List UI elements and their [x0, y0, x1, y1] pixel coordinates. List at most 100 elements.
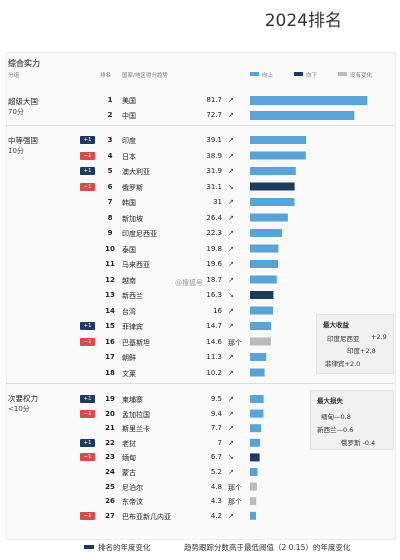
bar-3: [250, 136, 307, 144]
trend-indicator: ↗: [228, 368, 234, 377]
watermark: @搜狐号: [175, 279, 203, 287]
rank-number: 26: [105, 497, 115, 506]
score-label: 31.9: [206, 167, 222, 175]
legend-flat-swatch: [338, 72, 347, 76]
rank-number: 12: [105, 275, 115, 284]
rank-number: 7: [107, 198, 113, 206]
rank-change-badge: +1: [80, 136, 95, 144]
score-label: 4.2: [210, 511, 222, 520]
score-label: 81.7: [206, 96, 222, 104]
rank-change-badge: −1: [80, 337, 95, 346]
country-label: 柬埔寨: [122, 396, 143, 404]
country-label: 蒙古: [122, 469, 136, 477]
rank-number: 5: [107, 167, 113, 175]
country-label: 泰国: [122, 245, 136, 254]
country-label: 尼泊尔: [122, 483, 143, 492]
bar-24: [250, 468, 258, 476]
country-label: 中国: [122, 112, 136, 120]
bar-10: [250, 244, 279, 253]
losses-line: 新西兰—0.6: [317, 426, 354, 434]
trend-indicator: 那个: [228, 338, 242, 347]
trend-indicator: ↗: [228, 260, 234, 268]
rank-change-badge: +1: [80, 395, 95, 403]
rank-number: 18: [105, 368, 115, 377]
biggest-losses-title: 最大损失: [317, 397, 343, 405]
score-label: 16: [213, 306, 222, 315]
country-label: 斯里兰卡: [122, 425, 150, 434]
trend-indicator: ↗: [228, 229, 234, 237]
rank-number: 4: [107, 151, 113, 160]
rank-change-badge: −1: [80, 409, 95, 418]
country-label: 朝鲜: [122, 354, 136, 362]
bar-9: [250, 229, 282, 237]
bar-6: [250, 182, 295, 191]
gains-line: 印度尼西亚: [327, 335, 360, 343]
trend-indicator: ↗: [228, 511, 234, 520]
bar-5: [250, 167, 296, 175]
page-title: 2024排名: [264, 11, 342, 31]
score-label: 19.6: [206, 260, 222, 268]
country-label: 新加坡: [122, 214, 143, 223]
score-label: 22.3: [206, 229, 222, 237]
bar-25: [250, 482, 257, 491]
country-label: 缅甸: [122, 454, 136, 463]
trend-indicator: ↗: [228, 468, 234, 476]
bar-27: [250, 511, 256, 520]
score-label: 39.1: [206, 136, 222, 144]
rank-number: 2: [107, 111, 113, 119]
rank-number: 10: [105, 244, 115, 253]
rank-change-badge: −1: [80, 182, 95, 191]
country-label: 马来西亚: [122, 261, 150, 269]
tier-column-header: 分组: [8, 73, 20, 79]
bar-22: [250, 438, 260, 447]
country-label: 孟加拉国: [122, 410, 150, 419]
rank-number: 9: [107, 229, 113, 237]
legend-flat-label: 没有变化: [350, 73, 373, 79]
rank-number: 6: [107, 182, 113, 191]
bar-4: [250, 151, 306, 160]
bar-21: [250, 424, 262, 433]
country-label: 越南: [122, 276, 136, 285]
trend-indicator: ↗: [228, 244, 234, 253]
trend-indicator: 那个: [228, 498, 242, 507]
trend-indicator: ↗: [228, 424, 234, 433]
trend-indicator: ↘: [228, 291, 234, 299]
country-label: 东帝汶: [122, 498, 143, 507]
rank-number: 22: [105, 438, 115, 447]
rank-number: 1: [107, 96, 113, 104]
trend-indicator: ↗: [228, 275, 234, 284]
country-label: 俄罗斯: [122, 183, 143, 192]
rank-change-badge: +1: [80, 438, 95, 447]
trend-indicator: ↗: [228, 151, 234, 160]
country-label: 菲律宾: [122, 323, 143, 331]
trend-indicator: ↗: [228, 198, 234, 206]
trend-indicator: ↘: [228, 453, 234, 462]
rank-number: 3: [107, 136, 113, 144]
section-title: 综合实力: [8, 59, 40, 68]
rank-change-badge: −1: [80, 511, 95, 520]
rank-change-badge: −1: [80, 453, 95, 462]
bar-20: [250, 409, 264, 418]
country-label: 韩国: [122, 199, 136, 207]
footer-trend-label: 趋势跟踪分数高于最低阈值（2 0.15）的年度变化: [184, 543, 351, 552]
country-label: 文莱: [122, 369, 136, 378]
tier-name: 超级大国: [8, 97, 38, 106]
bar-11: [250, 260, 279, 268]
rank-change-badge: +1: [80, 322, 95, 330]
country-label: 巴基斯坦: [122, 338, 150, 347]
bar-19: [250, 395, 264, 403]
score-label: 19.8: [206, 244, 222, 253]
bar-2: [250, 111, 355, 120]
trend-indicator: ↗: [228, 167, 234, 175]
country-column-header: 国家/地区得分趋势: [122, 73, 168, 79]
rank-change-badge: +1: [80, 167, 95, 175]
score-label: 11.3: [206, 353, 222, 361]
score-label: 18.7: [206, 275, 222, 284]
biggest-gains-title: 最大收益: [323, 321, 349, 329]
score-label: 9.5: [210, 395, 222, 403]
rank-number: 14: [105, 306, 115, 315]
rank-column-header: 排名: [100, 73, 112, 79]
rank-number: 8: [107, 213, 113, 222]
tier-divider: [6, 125, 394, 126]
country-label: 台湾: [122, 307, 136, 316]
